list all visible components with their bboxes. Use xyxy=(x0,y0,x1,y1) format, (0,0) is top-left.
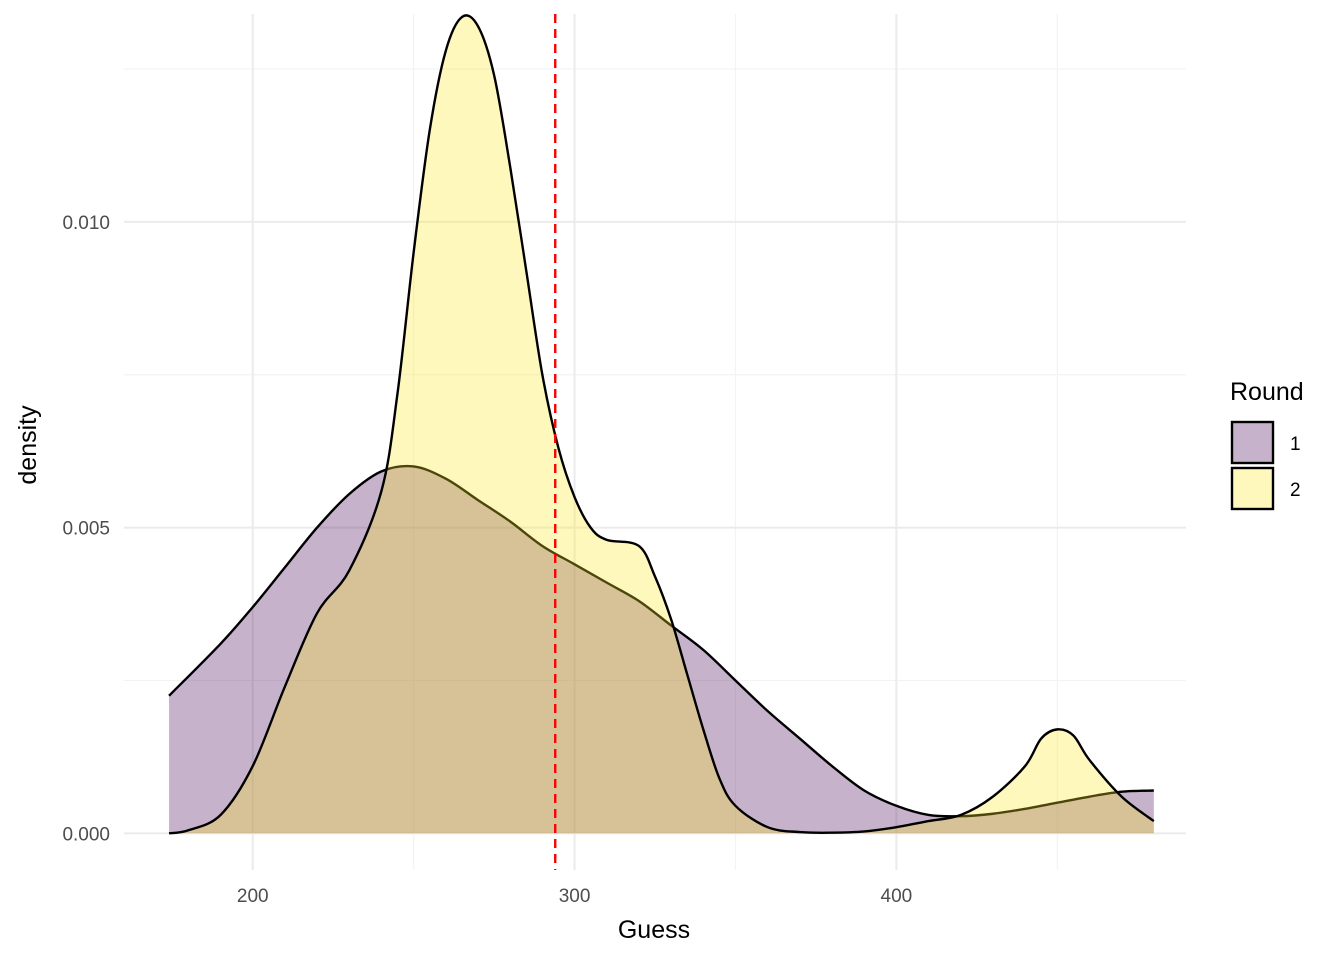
y-tick-label: 0.000 xyxy=(62,824,110,845)
legend-key-background xyxy=(1231,467,1274,510)
legend-key-background xyxy=(1231,421,1274,464)
density-outline-round-2 xyxy=(168,14,1155,835)
legend-swatch-round-1 xyxy=(1230,420,1275,465)
x-axis-title: Guess xyxy=(618,916,690,944)
legend-swatch-round-2 xyxy=(1230,466,1275,511)
legend-items: 12 xyxy=(1230,420,1301,511)
minor-gridlines xyxy=(124,14,1186,870)
y-tick-label: 0.010 xyxy=(62,213,110,234)
major-gridlines xyxy=(124,14,1186,870)
density-area-round-1 xyxy=(169,466,1154,834)
legend-title: Round xyxy=(1230,378,1304,406)
x-tick-label: 400 xyxy=(881,886,913,907)
legend-label-round-1: 1 xyxy=(1290,434,1301,455)
y-tick-label: 0.005 xyxy=(62,519,110,540)
x-tick-label: 200 xyxy=(237,886,269,907)
density-series xyxy=(168,14,1155,835)
legend: Round 12 xyxy=(1230,378,1304,511)
axis-ticks: 200 300 400 0.000 0.005 0.010 xyxy=(62,213,912,907)
legend-label-round-2: 2 xyxy=(1290,480,1301,501)
x-tick-label: 300 xyxy=(559,886,591,907)
density-outline-round-1 xyxy=(168,464,1154,818)
density-area-round-2 xyxy=(169,15,1154,834)
y-axis-title: density xyxy=(14,405,42,485)
